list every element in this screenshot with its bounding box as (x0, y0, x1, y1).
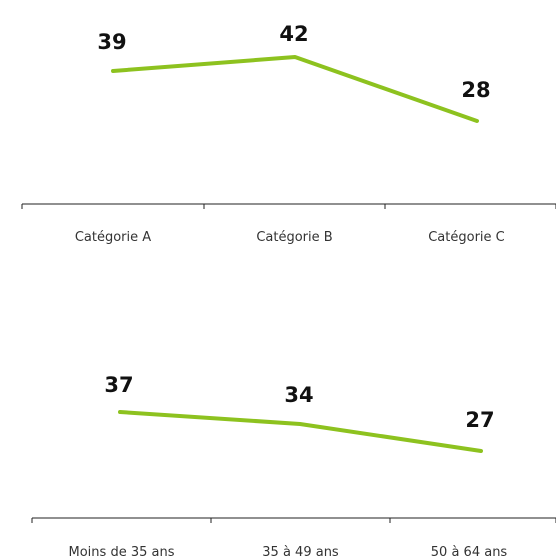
data-label: 37 (104, 373, 133, 397)
data-label: 39 (97, 30, 126, 54)
line-chart-age-groups: 37 34 27 Moins de 35 ans 35 à 49 ans 50 à 64 … (31, 373, 556, 560)
category-label: Catégorie B (256, 230, 332, 245)
line-chart-categories: 39 42 28 Catégorie A Catégorie B Catégorie C (21, 22, 556, 245)
series-line (118, 410, 483, 453)
series-line (111, 55, 479, 123)
category-label: Moins de 35 ans (69, 545, 175, 560)
category-label: Catégorie A (75, 230, 151, 245)
data-label: 27 (465, 408, 494, 432)
data-label: 28 (461, 78, 490, 102)
data-label: 42 (279, 22, 308, 46)
data-label: 34 (284, 383, 313, 407)
category-label: 50 à 64 ans (431, 545, 508, 560)
category-label: 35 à 49 ans (262, 545, 339, 560)
category-label: Catégorie C (428, 230, 505, 245)
